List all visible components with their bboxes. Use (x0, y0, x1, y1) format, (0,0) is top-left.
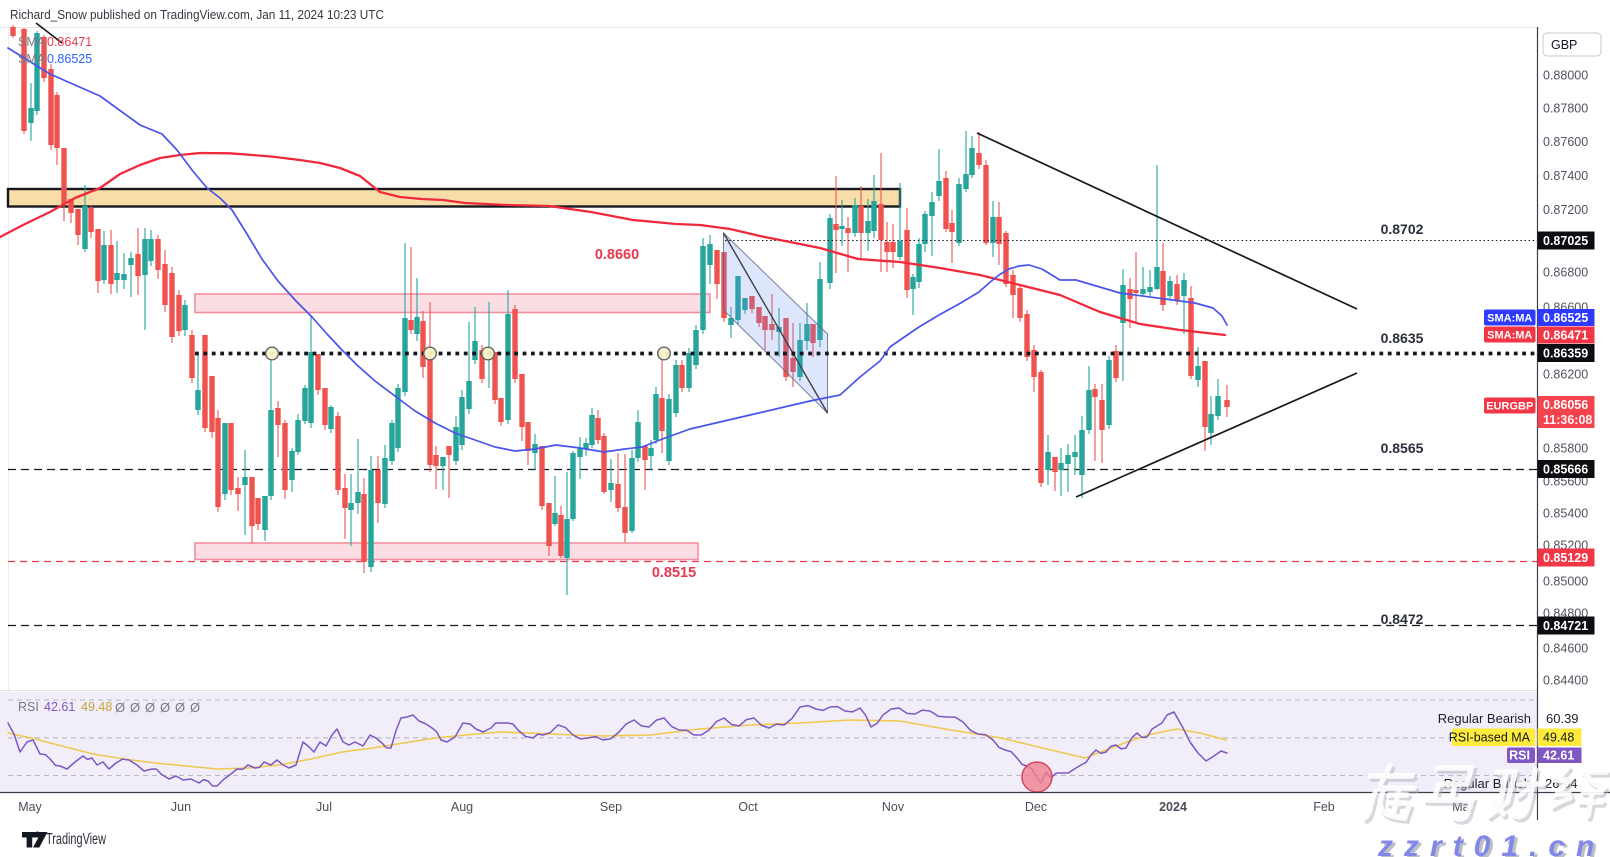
svg-text:EURGBP: EURGBP (1486, 401, 1533, 413)
svg-text:0.87600: 0.87600 (1543, 135, 1588, 149)
svg-text:0.85666: 0.85666 (1543, 463, 1588, 477)
svg-text:Oct: Oct (738, 800, 758, 814)
svg-text:TradingView: TradingView (46, 831, 107, 848)
svg-text:Ø: Ø (145, 700, 155, 715)
svg-text:0.8702: 0.8702 (1381, 221, 1424, 237)
svg-text:zzrt01.cn: zzrt01.cn (1380, 832, 1608, 857)
svg-text:0.86200: 0.86200 (1543, 368, 1588, 382)
svg-text:49.48: 49.48 (1543, 731, 1574, 745)
svg-text:SMA: SMA (18, 52, 46, 66)
svg-text:0.88000: 0.88000 (1543, 69, 1588, 83)
svg-text:Ø: Ø (130, 700, 140, 715)
svg-text:0.85129: 0.85129 (1543, 551, 1588, 565)
svg-text:Richard_Snow published on Trad: Richard_Snow published on TradingView.co… (10, 7, 384, 22)
svg-text:zzrt01.cn: zzrt01.cn (1377, 830, 1605, 857)
svg-text:0.86359: 0.86359 (1543, 347, 1588, 361)
svg-text:42.61: 42.61 (1543, 749, 1574, 763)
svg-text:Aug: Aug (451, 800, 473, 814)
svg-text:0.86800: 0.86800 (1543, 266, 1588, 280)
svg-text:Ø: Ø (175, 700, 185, 715)
svg-text:0.85800: 0.85800 (1543, 442, 1588, 456)
svg-text:Ø: Ø (115, 700, 125, 715)
svg-text:RSI: RSI (18, 700, 39, 714)
svg-text:0.84400: 0.84400 (1543, 674, 1588, 688)
svg-text:0.87025: 0.87025 (1543, 234, 1588, 248)
svg-text:2024: 2024 (1159, 800, 1187, 814)
svg-text:0.8635: 0.8635 (1381, 330, 1424, 346)
svg-text:11:36:08: 11:36:08 (1543, 413, 1592, 427)
svg-text:0.87400: 0.87400 (1543, 169, 1588, 183)
svg-text:0.86056: 0.86056 (1543, 398, 1588, 412)
svg-text:Nov: Nov (882, 800, 905, 814)
svg-text:0.86471: 0.86471 (1543, 329, 1588, 343)
svg-text:Ø: Ø (190, 700, 200, 715)
svg-text:GBP: GBP (1551, 38, 1577, 52)
svg-text:0.86471: 0.86471 (47, 35, 92, 49)
svg-text:42.61: 42.61 (44, 700, 75, 714)
svg-text:May: May (18, 800, 42, 814)
svg-text:SMA:MA: SMA:MA (1487, 313, 1532, 325)
svg-text:0.85400: 0.85400 (1543, 507, 1588, 521)
svg-text:Dec: Dec (1025, 800, 1047, 814)
svg-text:0.86525: 0.86525 (1543, 311, 1588, 325)
svg-text:SMA: SMA (18, 35, 46, 49)
svg-text:0.8660: 0.8660 (595, 247, 639, 263)
svg-text:RSI-based MA: RSI-based MA (1449, 731, 1531, 745)
svg-text:Sep: Sep (600, 800, 622, 814)
svg-text:RSI: RSI (1509, 749, 1530, 763)
svg-text:0.87800: 0.87800 (1543, 102, 1588, 116)
svg-text:0.87200: 0.87200 (1543, 203, 1588, 217)
svg-text:0.84721: 0.84721 (1543, 619, 1588, 633)
svg-text:Jun: Jun (171, 800, 191, 814)
svg-text:0.86525: 0.86525 (47, 52, 92, 66)
svg-text:0.8515: 0.8515 (652, 565, 696, 581)
svg-text:Jul: Jul (316, 800, 332, 814)
svg-text:Ø: Ø (160, 700, 170, 715)
svg-text:60.39: 60.39 (1546, 711, 1579, 726)
svg-text:0.85000: 0.85000 (1543, 575, 1588, 589)
svg-text:Feb: Feb (1313, 800, 1335, 814)
svg-text:0.8565: 0.8565 (1381, 440, 1424, 456)
svg-text:Regular Bearish: Regular Bearish (1438, 711, 1531, 726)
svg-text:SMA:MA: SMA:MA (1487, 330, 1532, 342)
svg-text:0.84600: 0.84600 (1543, 642, 1588, 656)
svg-text:49.48: 49.48 (81, 700, 112, 714)
svg-text:0.8472: 0.8472 (1381, 611, 1424, 627)
